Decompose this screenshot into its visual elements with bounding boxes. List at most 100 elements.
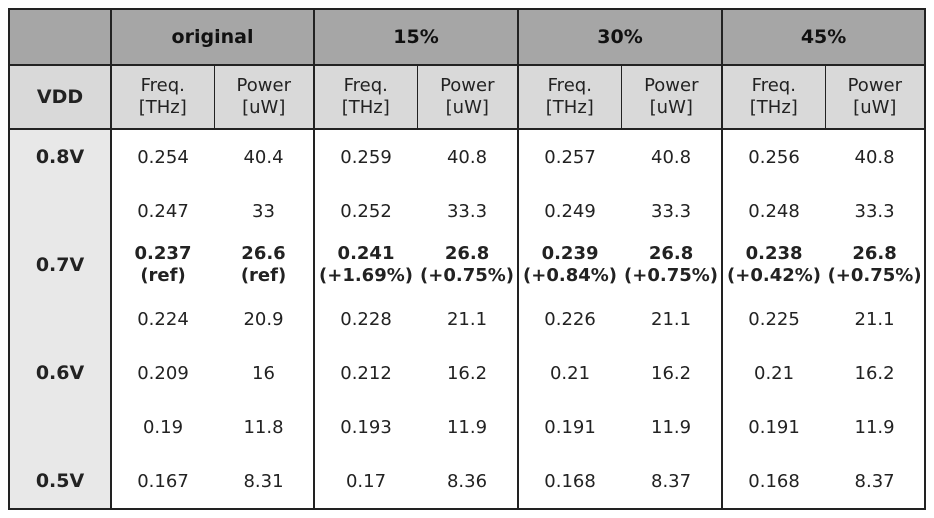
power-cell: 11.9 — [621, 400, 724, 454]
freq-cell: 0.224 — [111, 292, 214, 346]
sub-header-row: VDD Freq. [THz] Power [uW] Freq. [THz] Power [u… — [8, 65, 927, 130]
cell-value: 0.239 — [541, 243, 599, 264]
cell-value: 0.256 — [748, 146, 800, 168]
cell-value: 0.21 — [549, 362, 591, 384]
table-row: 0.19 11.8 0.193 11.9 0.191 11.9 0.191 11.9 — [8, 400, 927, 454]
freq-header-unit: [THz] — [341, 97, 390, 118]
power-header-unit: [uW] — [242, 97, 286, 118]
cell-value: 0.238 — [745, 243, 803, 264]
cell-value: 26.6 — [241, 243, 286, 264]
cell-value: 40.8 — [446, 146, 488, 168]
freq-cell: 0.21 — [722, 346, 826, 400]
power-cell: 26.8 (+0.75%) — [825, 238, 927, 292]
cell-value: 20.9 — [243, 308, 284, 330]
power-cell: 21.1 — [417, 292, 520, 346]
group-header-45: 45% — [722, 8, 927, 66]
freq-header: Freq. [THz] — [518, 65, 622, 130]
cell-value: 0.224 — [137, 308, 189, 330]
freq-header-label: Freq. — [343, 75, 388, 96]
cell-change: (+0.75%) — [624, 265, 719, 286]
freq-header-label: Freq. — [140, 75, 185, 96]
power-header-label: Power — [440, 75, 495, 96]
cell-value: 33.3 — [446, 200, 488, 222]
power-header: Power [uW] — [825, 65, 927, 130]
freq-header-unit: [THz] — [138, 97, 187, 118]
power-cell: 11.9 — [417, 400, 520, 454]
power-cell: 40.4 — [214, 129, 316, 184]
power-cell: 40.8 — [825, 129, 927, 184]
cell-value: 0.209 — [137, 362, 189, 384]
vdd-cell: 0.5V — [8, 454, 112, 510]
freq-header-label: Freq. — [751, 75, 796, 96]
cell-value: 0.168 — [748, 470, 800, 492]
cell-value: 0.257 — [544, 146, 596, 168]
power-cell: 33.3 — [825, 184, 927, 238]
freq-cell: 0.252 — [314, 184, 418, 238]
cell-value: 11.9 — [446, 416, 488, 438]
cell-value: 26.8 — [444, 243, 490, 264]
table-row: 0.8V 0.254 40.4 0.259 40.8 0.257 40.8 0.256 40.8 — [8, 129, 927, 184]
freq-cell: 0.209 — [111, 346, 214, 400]
cell-value: 0.228 — [340, 308, 392, 330]
cell-value: 8.37 — [651, 470, 692, 492]
cell-value: 0.248 — [748, 200, 800, 222]
table-row: 0.6V 0.209 16 0.212 16.2 0.21 16.2 0.21 16.2 — [8, 346, 927, 400]
freq-cell: 0.21 — [518, 346, 622, 400]
vdd-cell — [8, 400, 112, 454]
cell-change: (+0.42%) — [727, 265, 822, 286]
power-header-unit: [uW] — [853, 97, 897, 118]
power-cell: 11.9 — [825, 400, 927, 454]
cell-value: 16.2 — [446, 362, 488, 384]
freq-header-unit: [THz] — [749, 97, 798, 118]
cell-value: 33.3 — [854, 200, 895, 222]
power-cell: 16.2 — [417, 346, 520, 400]
group-header-30: 30% — [518, 8, 724, 66]
cell-value: 0.168 — [544, 470, 596, 492]
power-cell: 16 — [214, 346, 316, 400]
vdd-header: VDD — [8, 65, 112, 130]
vdd-cell: 0.6V — [8, 346, 112, 400]
cell-value: 21.1 — [854, 308, 895, 330]
cell-value: 21.1 — [651, 308, 692, 330]
power-cell: 20.9 — [214, 292, 316, 346]
freq-cell: 0.241 (+1.69%) — [314, 238, 418, 292]
cell-value: 26.8 — [648, 243, 694, 264]
results-table: original 15% 30% 45% VDD Freq. [THz] Power… — [8, 8, 927, 510]
cell-value: 40.8 — [651, 146, 692, 168]
table-row: 0.224 20.9 0.228 21.1 0.226 21.1 0.225 21.1 — [8, 292, 927, 346]
power-cell: 16.2 — [621, 346, 724, 400]
cell-value: 0.17 — [345, 470, 387, 492]
cell-value: 0.259 — [340, 146, 392, 168]
freq-cell: 0.239 (+0.84%) — [518, 238, 622, 292]
cell-value: 16.2 — [651, 362, 692, 384]
cell-change: (+0.75%) — [827, 265, 922, 286]
power-cell: 33.3 — [621, 184, 724, 238]
freq-header: Freq. [THz] — [111, 65, 215, 130]
cell-value: 0.226 — [544, 308, 596, 330]
cell-value: 0.191 — [544, 416, 596, 438]
freq-cell: 0.259 — [314, 129, 418, 184]
group-header-original: original — [111, 8, 316, 66]
power-cell: 33 — [214, 184, 316, 238]
table-row: 0.5V 0.167 8.31 0.17 8.36 0.168 8.37 0.168 8.37 — [8, 454, 927, 510]
power-header: Power [uW] — [621, 65, 724, 130]
vdd-cell: 0.7V — [8, 238, 112, 292]
vdd-cell — [8, 292, 112, 346]
freq-cell: 0.228 — [314, 292, 418, 346]
vdd-cell — [8, 184, 112, 238]
freq-cell: 0.237 (ref) — [111, 238, 214, 292]
power-header-label: Power — [236, 75, 291, 96]
power-cell: 26.8 (+0.75%) — [417, 238, 520, 292]
table-row: 0.7V 0.237 (ref) 26.6 (ref) 0.241 (+1.69%) 26.8… — [8, 238, 927, 292]
power-cell: 26.8 (+0.75%) — [621, 238, 724, 292]
cell-value: 0.247 — [137, 200, 189, 222]
freq-cell: 0.191 — [722, 400, 826, 454]
freq-cell: 0.191 — [518, 400, 622, 454]
freq-cell: 0.212 — [314, 346, 418, 400]
freq-cell: 0.193 — [314, 400, 418, 454]
freq-header: Freq. [THz] — [314, 65, 418, 130]
cell-change: (+0.84%) — [523, 265, 618, 286]
freq-cell: 0.254 — [111, 129, 214, 184]
cell-value: 0.21 — [754, 362, 795, 384]
power-cell: 40.8 — [417, 129, 520, 184]
